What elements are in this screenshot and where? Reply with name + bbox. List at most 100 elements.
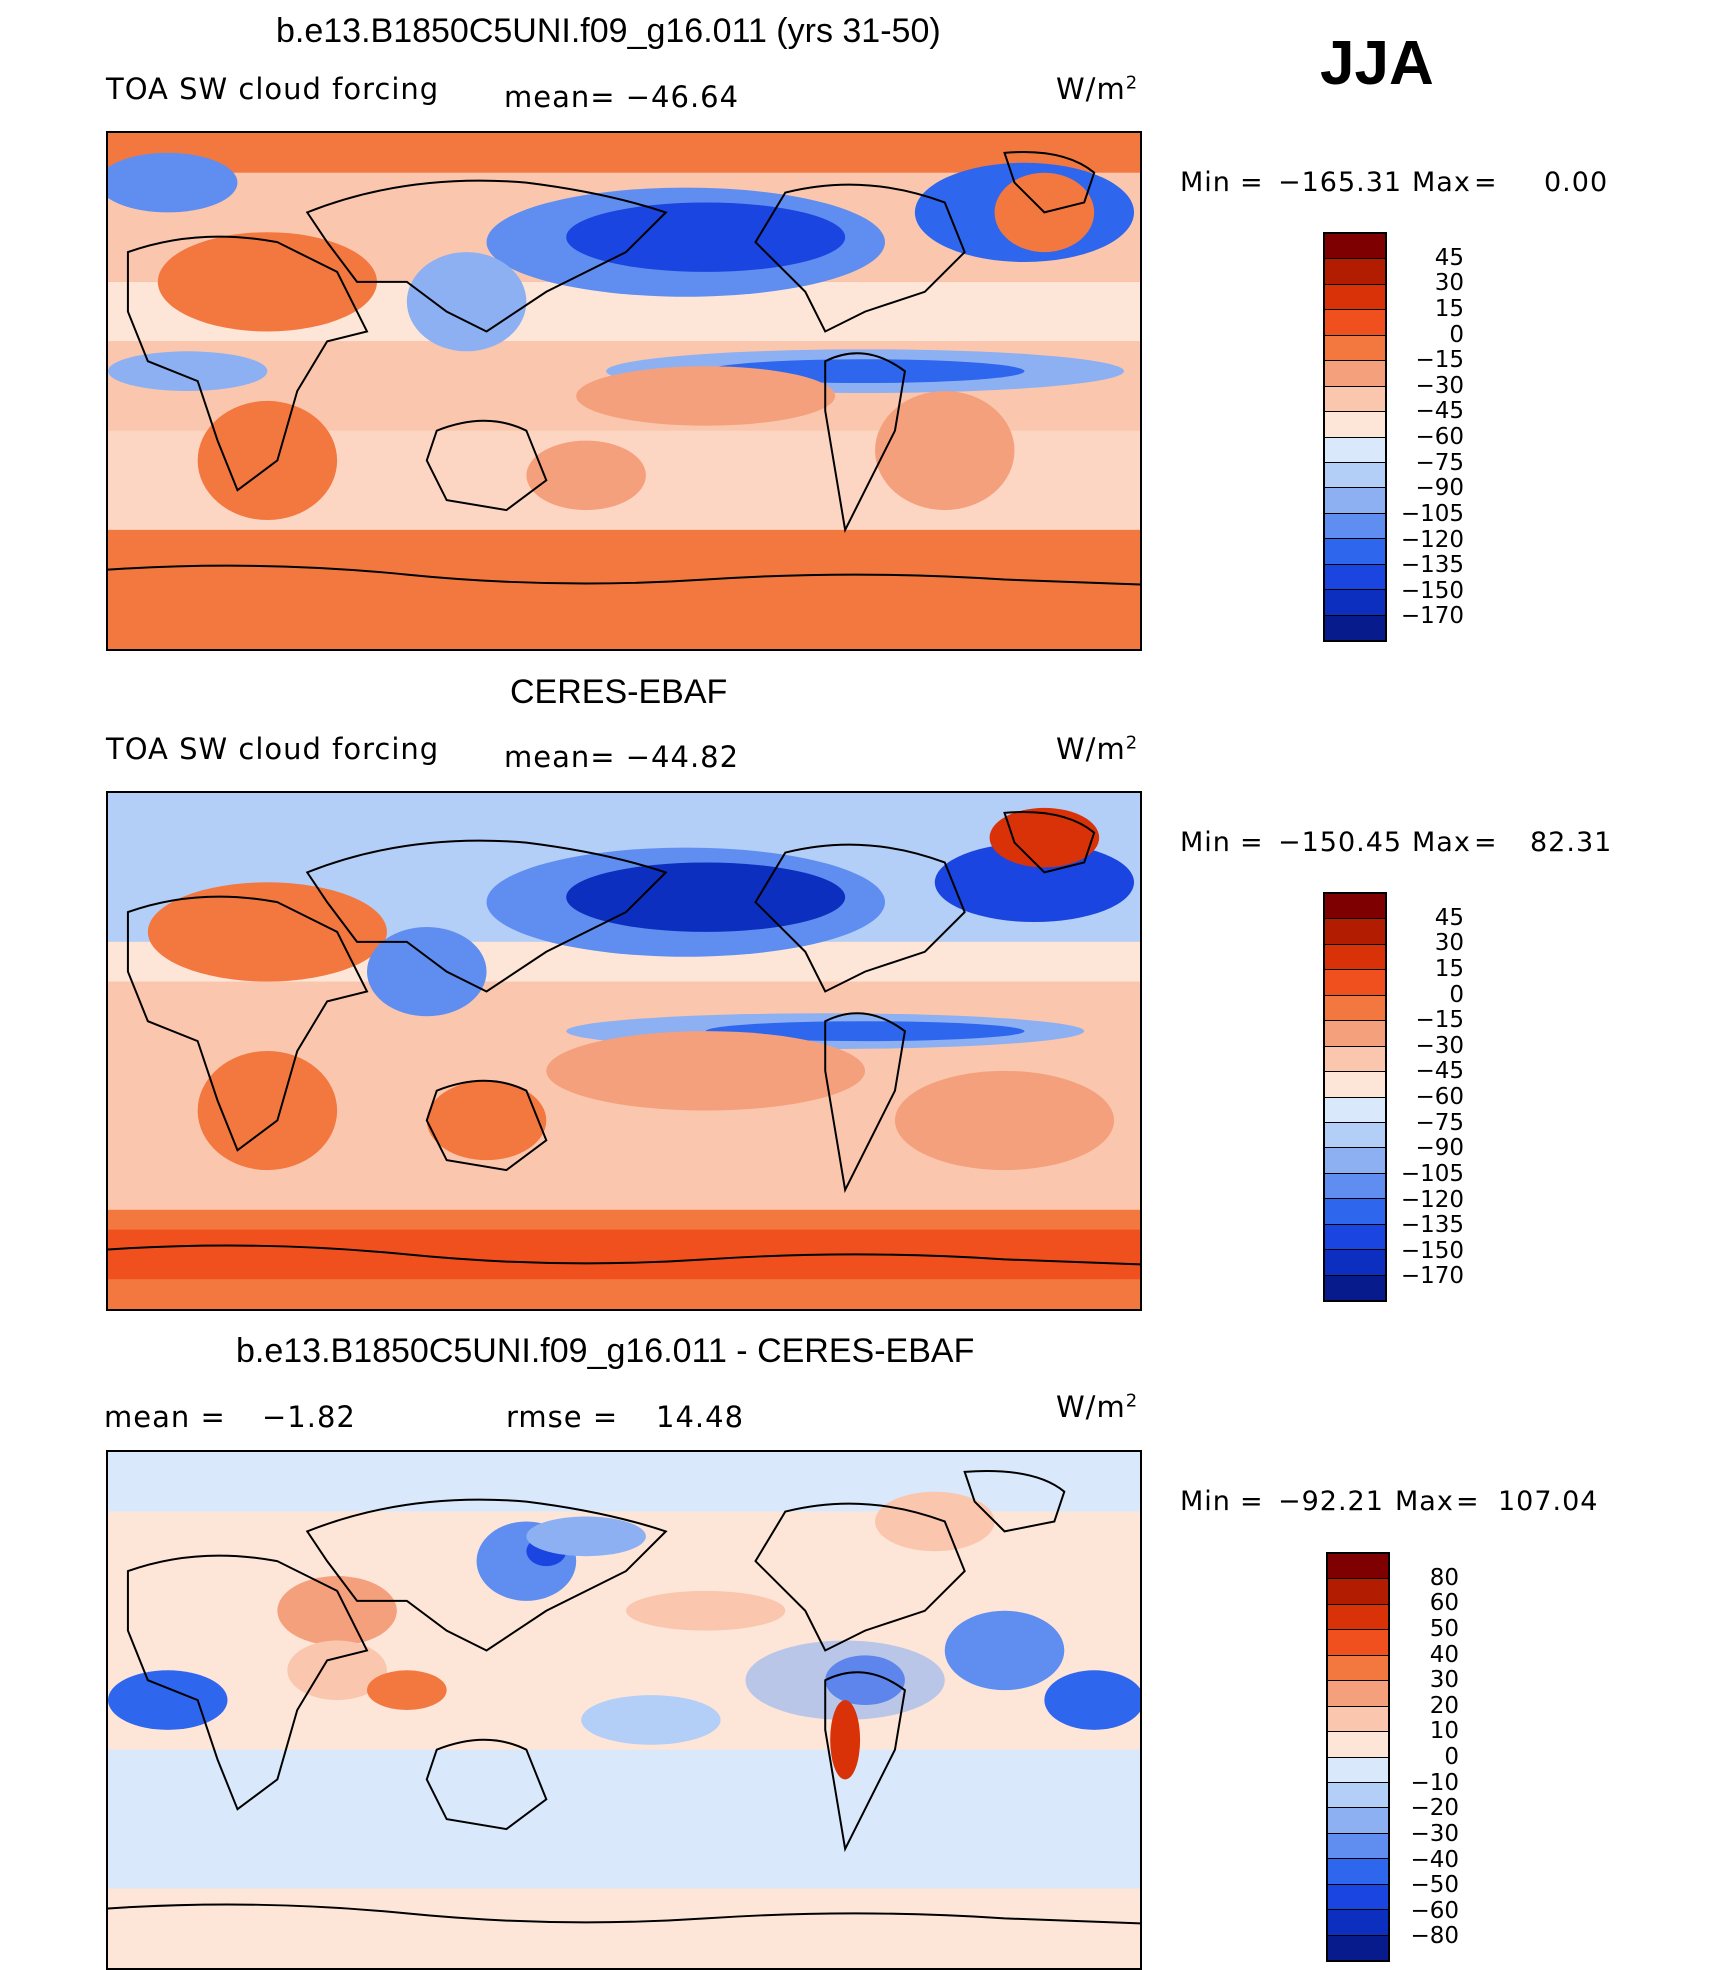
colorbar-swatch xyxy=(1325,1021,1385,1047)
panel-2-variable-label: TOA SW cloud forcing xyxy=(106,732,440,766)
panel-3-max-label: Max xyxy=(1395,1486,1454,1517)
colorbar-swatch xyxy=(1325,1173,1385,1200)
colorbar-tick-label: −60 xyxy=(1410,1897,1459,1924)
panel-2-colorbar-labels: 45 30 15 0 −15 −30 −45 −60 −75 −90 −105 −120 −135 −15… xyxy=(1390,892,1464,1302)
colorbar-tick-label: −20 xyxy=(1410,1795,1459,1822)
colorbar-tick-label: 45 xyxy=(1434,904,1464,931)
colorbar-tick-label: −105 xyxy=(1400,500,1464,527)
colorbar-swatch xyxy=(1325,944,1385,971)
colorbar-swatch xyxy=(1325,1224,1385,1251)
colorbar-swatch xyxy=(1325,919,1385,945)
panel-2-title: CERES-EBAF xyxy=(510,673,728,711)
colorbar-swatch xyxy=(1328,1706,1388,1733)
colorbar-swatch xyxy=(1328,1732,1388,1758)
colorbar-swatch xyxy=(1325,488,1385,514)
colorbar-swatch xyxy=(1325,386,1385,413)
colorbar-swatch xyxy=(1325,335,1385,362)
panel-1-colorbar-labels: 45 30 15 0 −15 −30 −45 −60 −75 −90 −105 −120 −135 −15… xyxy=(1390,232,1464,642)
colorbar-tick-label: −75 xyxy=(1415,449,1464,476)
panel-3-colorbar-labels: 80 60 50 40 30 20 10 0 −10 −20 −30 −40 −50 −60 −80 xyxy=(1393,1552,1459,1962)
panel-3-colorbar xyxy=(1326,1552,1390,1962)
panel-1-map-svg xyxy=(108,133,1140,649)
panel-2-units: W/m2 xyxy=(1056,732,1139,766)
colorbar-swatch xyxy=(1325,310,1385,336)
colorbar-tick-label: −135 xyxy=(1400,1212,1464,1239)
colorbar-tick-label: 10 xyxy=(1429,1718,1459,1745)
colorbar-tick-label: 0 xyxy=(1444,1744,1459,1770)
colorbar-swatch xyxy=(1325,1122,1385,1149)
panel-1-max-value: 0.00 xyxy=(1544,167,1609,198)
colorbar-swatch xyxy=(1325,462,1385,489)
panel-3-min-equals: = xyxy=(1240,1486,1264,1517)
panel-3-units: W/m2 xyxy=(1056,1390,1139,1424)
panel-2-max-value: 82.31 xyxy=(1530,827,1613,858)
colorbar-tick-label: 80 xyxy=(1429,1564,1459,1591)
colorbar-swatch xyxy=(1328,1604,1388,1631)
colorbar-swatch xyxy=(1328,1910,1388,1936)
panel-1-units: W/m2 xyxy=(1056,72,1139,106)
colorbar-tick-label: −75 xyxy=(1415,1109,1464,1136)
colorbar-tick-label: −150 xyxy=(1400,1237,1464,1264)
panel-1-min-label: Min xyxy=(1180,167,1231,198)
panel-3-max-value: 107.04 xyxy=(1498,1486,1599,1517)
colorbar-swatch xyxy=(1328,1782,1388,1809)
colorbar-swatch xyxy=(1328,1935,1388,1960)
season-label: JJA xyxy=(1320,29,1434,98)
panel-2-max-label: Max xyxy=(1412,827,1471,858)
colorbar-swatch xyxy=(1325,412,1385,438)
panel-1-title: b.e13.B1850C5UNI.f09_g16.011 (yrs 31-50) xyxy=(276,12,941,50)
colorbar-swatch xyxy=(1325,1046,1385,1073)
colorbar-swatch xyxy=(1325,970,1385,996)
colorbar-swatch xyxy=(1325,1275,1385,1300)
colorbar-swatch xyxy=(1325,590,1385,616)
panel-3-map xyxy=(106,1450,1142,1970)
colorbar-swatch xyxy=(1325,564,1385,591)
colorbar-tick-label: 30 xyxy=(1434,270,1464,297)
colorbar-tick-label: −120 xyxy=(1400,1186,1464,1213)
colorbar-swatch xyxy=(1325,437,1385,463)
colorbar-swatch xyxy=(1325,1148,1385,1174)
colorbar-tick-label: 15 xyxy=(1434,295,1464,322)
colorbar-tick-label: 60 xyxy=(1429,1590,1459,1617)
panel-3-min-value: −92.21 xyxy=(1278,1486,1384,1517)
colorbar-swatch xyxy=(1328,1655,1388,1682)
panel-2-mean-label: mean= −44.82 xyxy=(504,740,740,774)
colorbar-tick-label: −135 xyxy=(1400,552,1464,579)
colorbar-swatch xyxy=(1325,539,1385,565)
panel-1-min-value: −165.31 xyxy=(1278,167,1403,198)
colorbar-swatch xyxy=(1328,1833,1388,1860)
panel-2-map-svg xyxy=(108,793,1140,1309)
colorbar-swatch xyxy=(1325,1097,1385,1123)
panel-3-mean-label: mean = xyxy=(104,1400,226,1434)
panel-2-min-equals: = xyxy=(1240,827,1264,858)
panel-3-map-svg xyxy=(108,1452,1140,1968)
panel-3-max-equals: = xyxy=(1456,1486,1480,1517)
colorbar-swatch xyxy=(1328,1579,1388,1605)
panel-1-max-label: Max xyxy=(1412,167,1471,198)
colorbar-tick-label: −50 xyxy=(1410,1872,1459,1899)
colorbar-tick-label: −40 xyxy=(1410,1846,1459,1873)
colorbar-tick-label: −150 xyxy=(1400,577,1464,604)
panel-2-min-label: Min xyxy=(1180,827,1231,858)
colorbar-tick-label: −45 xyxy=(1415,1058,1464,1085)
colorbar-tick-label: −30 xyxy=(1415,372,1464,399)
panel-3-min-label: Min xyxy=(1180,1486,1231,1517)
colorbar-swatch xyxy=(1325,894,1385,920)
colorbar-tick-label: 0 xyxy=(1449,321,1464,348)
colorbar-swatch xyxy=(1328,1554,1388,1580)
colorbar-tick-label: −45 xyxy=(1415,398,1464,425)
panel-2-min-value: −150.45 xyxy=(1278,827,1403,858)
colorbar-swatch xyxy=(1325,1199,1385,1225)
colorbar-tick-label: −90 xyxy=(1415,475,1464,502)
colorbar-tick-label: −30 xyxy=(1415,1032,1464,1059)
colorbar-tick-label: 30 xyxy=(1429,1667,1459,1694)
colorbar-swatch xyxy=(1328,1681,1388,1707)
colorbar-tick-label: 20 xyxy=(1429,1692,1459,1719)
colorbar-tick-label: 0 xyxy=(1449,981,1464,1008)
colorbar-tick-label: −15 xyxy=(1415,347,1464,374)
colorbar-swatch xyxy=(1328,1757,1388,1783)
colorbar-swatch xyxy=(1325,1072,1385,1098)
panel-3-mean-value: −1.82 xyxy=(262,1400,356,1434)
colorbar-swatch xyxy=(1328,1808,1388,1834)
colorbar-tick-label: −30 xyxy=(1410,1820,1459,1847)
